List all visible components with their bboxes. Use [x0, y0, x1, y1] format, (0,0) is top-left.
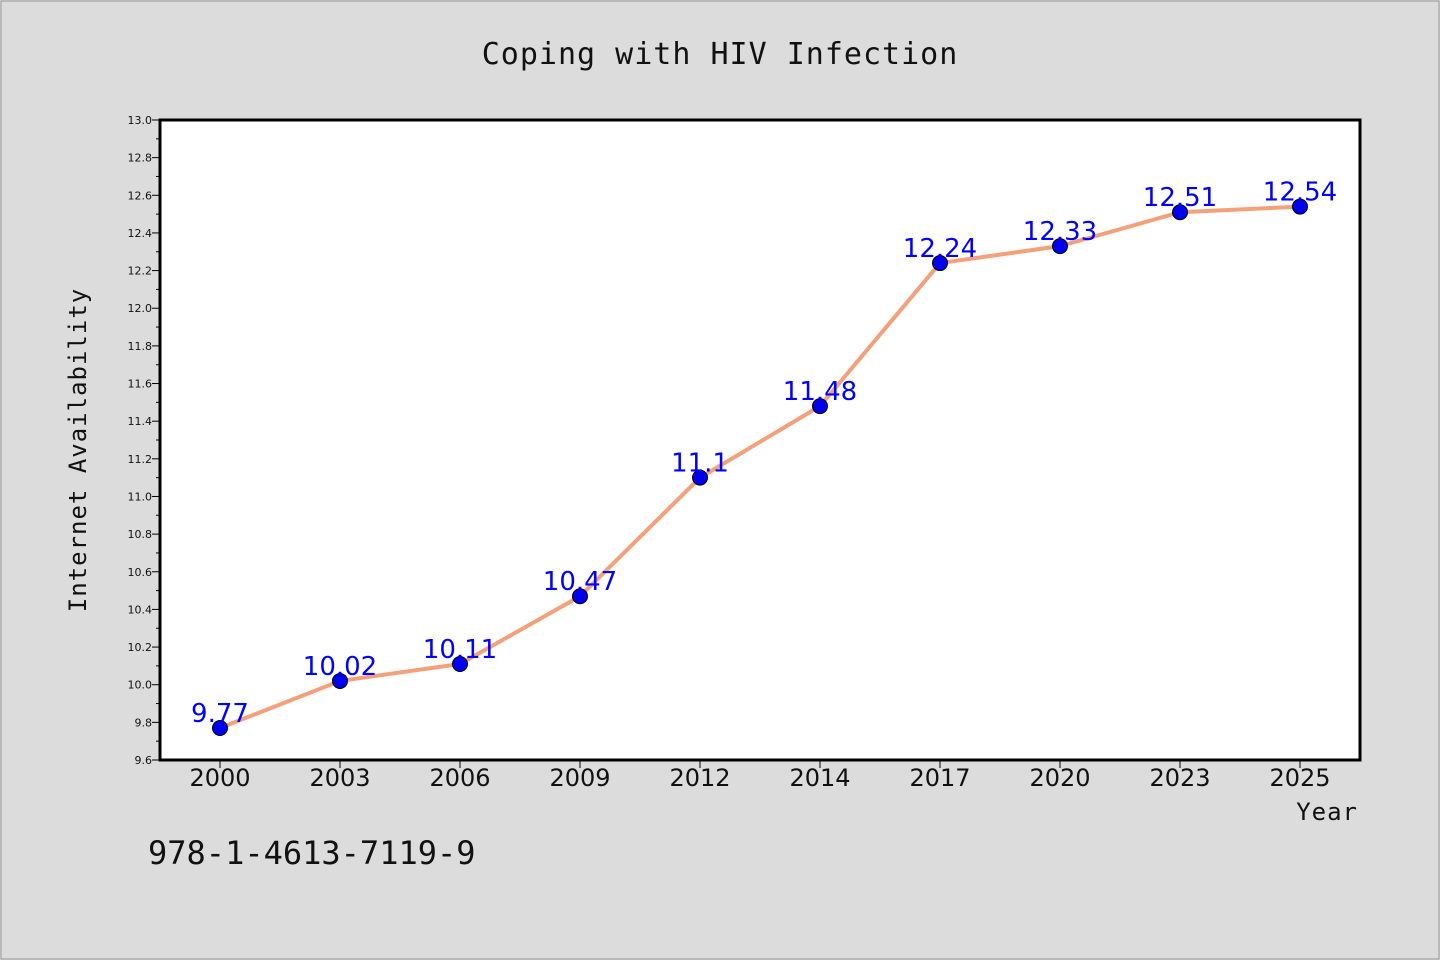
- chart-title: Coping with HIV Infection: [482, 37, 959, 72]
- y-tick-label: 10.0: [128, 679, 153, 692]
- x-tick-label: 2006: [429, 764, 490, 792]
- y-tick-label: 11.0: [128, 490, 153, 503]
- data-point: [572, 588, 588, 605]
- x-tick-label: 2025: [1269, 764, 1330, 792]
- data-label: 12.24: [903, 234, 977, 264]
- x-tick-label: 2014: [789, 764, 850, 792]
- x-axis-label: Year: [1296, 798, 1358, 826]
- y-tick-label: 10.6: [128, 566, 153, 579]
- y-axis-label: Internet Availability: [64, 288, 92, 612]
- series-polyline: [219, 204, 1301, 730]
- x-tick-label: 2003: [309, 764, 370, 792]
- y-tick-label: 9.8: [135, 716, 153, 729]
- data-label: 10.47: [543, 567, 617, 597]
- y-tick-label: 11.8: [128, 340, 153, 353]
- data-label: 12.54: [1263, 178, 1337, 208]
- plot-frame: [158, 118, 1362, 762]
- footer-code: 978-1-4613-7119-9: [148, 834, 476, 872]
- x-tick-label: 2012: [669, 764, 730, 792]
- data-label: 10.02: [303, 652, 377, 682]
- y-tick-label: 11.2: [128, 453, 153, 466]
- x-tick-label: 2009: [549, 764, 610, 792]
- data-label: 11.1: [671, 449, 729, 479]
- y-tick-label: 10.4: [128, 603, 153, 616]
- y-tick-label: 9.6: [135, 754, 153, 767]
- data-point: [932, 255, 948, 272]
- y-tick-label: 12.0: [128, 302, 153, 315]
- y-axis: 9.6 9.8 10.0 10.2 10.4 10.6 10.8 11.0 11.2 11.4 11…: [128, 114, 160, 767]
- series-line: 9.77 10.02 10.11 10.47 11.1 11.48 12.24 12.33 12…: [191, 178, 1337, 736]
- y-tick-label: 12.4: [128, 227, 153, 240]
- x-tick-label: 2017: [909, 764, 970, 792]
- y-tick-label: 11.4: [128, 415, 153, 428]
- y-tick-label: 10.2: [128, 641, 153, 654]
- x-axis: 2000 2003 2006 2009 2012 2014 2017 2020 2023 2025: [189, 760, 1331, 792]
- data-point: [1292, 198, 1308, 215]
- data-point: [1052, 238, 1068, 255]
- data-point: [812, 398, 828, 415]
- y-tick-label: 13.0: [128, 114, 153, 127]
- data-label: 12.51: [1143, 183, 1217, 213]
- data-label: 9.77: [191, 699, 249, 729]
- data-point: [692, 469, 708, 486]
- data-label: 11.48: [783, 377, 857, 407]
- y-tick-label: 12.8: [128, 152, 153, 165]
- data-point: [212, 720, 228, 736]
- data-label: 10.11: [423, 635, 497, 665]
- data-point: [332, 672, 348, 689]
- y-tick-label: 10.8: [128, 528, 153, 541]
- y-tick-label: 12.2: [128, 265, 153, 278]
- y-tick-label: 11.6: [128, 378, 153, 391]
- x-tick-label: 2023: [1149, 764, 1210, 792]
- data-point: [452, 656, 468, 672]
- data-point: [1172, 204, 1188, 221]
- data-label: 12.33: [1023, 217, 1097, 247]
- x-tick-label: 2020: [1029, 764, 1090, 792]
- y-tick-label: 12.6: [128, 189, 153, 202]
- x-tick-label: 2000: [189, 764, 250, 792]
